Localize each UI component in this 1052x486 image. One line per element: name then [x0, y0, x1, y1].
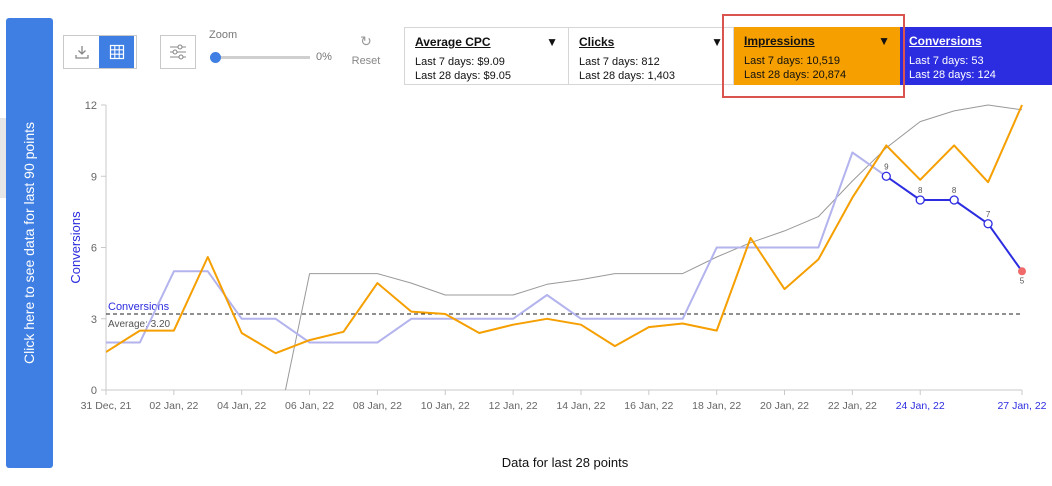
x-tick-label: 18 Jan, 22 — [692, 400, 741, 412]
chart-settings-button[interactable] — [160, 35, 196, 69]
data-point-label: 8 — [918, 186, 923, 195]
x-tick-label: 20 Jan, 22 — [760, 400, 809, 412]
zoom-label: Zoom — [209, 29, 238, 41]
data-point — [949, 195, 959, 205]
y-axis-title: Conversions — [68, 211, 83, 284]
metric-last-28: Last 28 days: 124 — [909, 69, 996, 81]
data-point-label: 5 — [1020, 276, 1025, 285]
metric-last-28: Last 28 days: 1,403 — [579, 70, 676, 82]
y-tick-label: 6 — [91, 243, 97, 255]
impressions-highlight-box — [722, 14, 905, 98]
reset-icon: ↻ — [360, 33, 372, 49]
metric-last-7: Last 7 days: 53 — [909, 55, 984, 67]
table-view-button[interactable] — [99, 36, 134, 68]
metric-last-28: Last 28 days: 20,874 — [744, 69, 847, 81]
x-tick-label: 08 Jan, 22 — [353, 400, 402, 412]
data-point-label: 9 — [884, 162, 889, 171]
x-tick-label: 27 Jan, 22 — [997, 400, 1046, 412]
data-point — [915, 195, 925, 205]
series-line-impressions — [106, 104, 1023, 355]
zoom-slider-track[interactable] — [215, 56, 310, 59]
x-tick-label: 02 Jan, 22 — [149, 400, 198, 412]
average-series-name: Conversions — [108, 301, 170, 313]
average-label: Average: 3.20 — [108, 319, 171, 330]
x-tick-label: 12 Jan, 22 — [489, 400, 538, 412]
x-tick-label: 22 Jan, 22 — [828, 400, 877, 412]
metric-title[interactable]: Clicks — [579, 35, 615, 49]
caret-down-icon[interactable]: ▼ — [878, 34, 890, 48]
metric-card-clicks[interactable]: Clicks ▼ Last 7 days: 812 Last 28 days: 1… — [569, 27, 734, 85]
metric-card-average-cpc[interactable]: Average CPC ▼ Last 7 days: $9.09 Last 28 … — [404, 27, 569, 85]
metric-title[interactable]: Average CPC — [415, 35, 491, 49]
table-grid-icon — [109, 44, 124, 60]
data-point — [881, 171, 891, 181]
x-tick-label: 10 Jan, 22 — [421, 400, 470, 412]
data-point-label: 8 — [952, 186, 957, 195]
reset-button[interactable]: ↻ Reset — [350, 33, 382, 67]
metric-last-7: Last 7 days: 812 — [579, 56, 660, 68]
metric-card-impressions[interactable]: Impressions ▼ Last 7 days: 10,519 Last 28… — [734, 27, 900, 85]
x-axis-title: Data for last 28 points — [501, 455, 629, 470]
zoom-slider-handle[interactable] — [210, 52, 221, 63]
data-point-label: 7 — [986, 210, 991, 219]
y-tick-label: 12 — [85, 100, 97, 112]
y-tick-label: 3 — [91, 314, 97, 326]
x-tick-label: 14 Jan, 22 — [556, 400, 605, 412]
metric-last-28: Last 28 days: $9.05 — [415, 70, 512, 82]
x-tick-label: 04 Jan, 22 — [217, 400, 266, 412]
view-toggle-group — [63, 35, 137, 69]
download-button[interactable] — [64, 36, 99, 68]
last-90-points-button[interactable]: Click here to see data for last 90 point… — [6, 18, 53, 468]
metric-last-7: Last 7 days: 10,519 — [744, 55, 841, 67]
metric-title[interactable]: Impressions — [744, 34, 815, 48]
metric-last-7: Last 7 days: $9.09 — [415, 56, 505, 68]
sidebar-edge — [0, 118, 6, 198]
metric-title[interactable]: Conversions — [909, 34, 982, 48]
reset-label: Reset — [351, 55, 381, 67]
caret-down-icon[interactable]: ▼ — [546, 35, 558, 49]
data-point-end — [1018, 267, 1026, 276]
y-tick-label: 9 — [91, 171, 97, 183]
x-tick-label: 06 Jan, 22 — [285, 400, 334, 412]
series-line-trend — [284, 104, 1023, 390]
x-tick-label: 24 Jan, 22 — [896, 400, 945, 412]
zoom-value: 0% — [316, 51, 332, 63]
data-point — [983, 219, 993, 229]
metric-card-conversions[interactable]: Conversions Last 7 days: 53 Last 28 days… — [900, 27, 1052, 85]
y-tick-label: 0 — [91, 385, 97, 397]
download-icon — [74, 46, 89, 59]
series-line-conversions_past — [106, 151, 887, 344]
caret-down-icon[interactable]: ▼ — [711, 35, 723, 49]
x-tick-label: 31 Dec, 21 — [81, 400, 132, 412]
sliders-icon — [170, 44, 186, 60]
x-tick-label: 16 Jan, 22 — [624, 400, 673, 412]
